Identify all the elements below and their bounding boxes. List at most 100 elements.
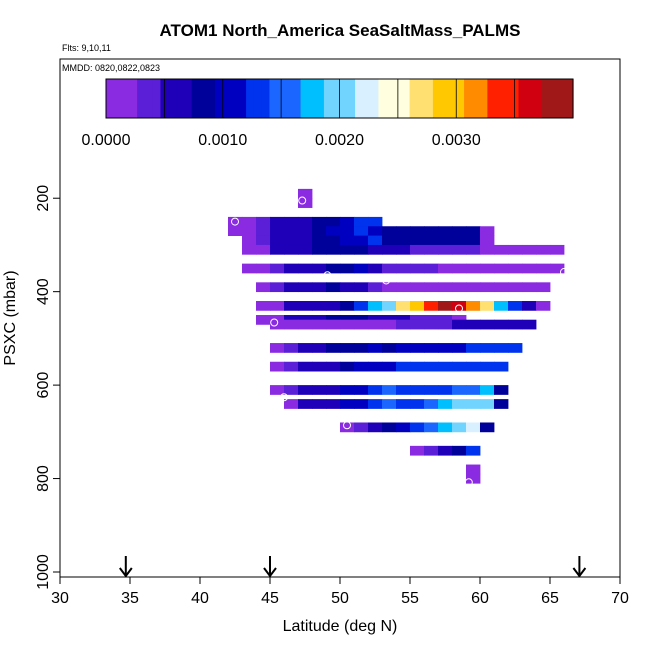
heatmap-cell (424, 399, 439, 409)
heatmap-cell (256, 282, 271, 293)
heatmap-cell (340, 282, 355, 293)
heatmap-cell (466, 244, 481, 255)
heatmap-cell (438, 319, 453, 330)
heatmap-cell (326, 216, 341, 227)
heatmap-cell (298, 385, 313, 395)
colorbar-swatch (207, 79, 216, 118)
x-tick-label: 30 (51, 590, 69, 607)
heatmap-cell (424, 263, 439, 274)
heatmap-cell (410, 319, 425, 330)
heatmap-cell (382, 422, 397, 433)
heatmap-cell (284, 216, 299, 227)
heatmap-cell (424, 282, 439, 293)
heatmap-cell (410, 445, 425, 456)
heatmap-cell (284, 361, 299, 372)
heatmap-cell (452, 235, 467, 246)
heatmap-cell (438, 399, 453, 409)
heatmap-cell (522, 319, 537, 330)
heatmap-cell (284, 263, 299, 274)
colorbar-swatch (152, 79, 162, 118)
colorbar-swatch (214, 79, 224, 118)
heatmap-cell (424, 235, 439, 246)
heatmap-cell (340, 343, 355, 353)
heatmap-cell (494, 301, 509, 311)
heatmap-cell (452, 301, 467, 311)
heatmap-cell (312, 301, 327, 311)
heatmap-cell (312, 263, 327, 274)
colorbar-tick-labels: 0.0000 0.0010 0.0020 0.0030 (82, 132, 481, 149)
heatmap-cell (536, 282, 551, 293)
heatmap-cell (312, 399, 327, 409)
flight-arrow-icon (263, 556, 277, 578)
heatmap-cell (480, 361, 495, 372)
heatmap-cell (298, 361, 313, 372)
heatmap-cell (340, 422, 355, 433)
colorbar-swatch (541, 79, 551, 118)
colorbar (105, 78, 574, 119)
heatmap-cell (494, 263, 509, 274)
heatmap-cell (396, 263, 411, 274)
heatmap-cell (410, 422, 425, 433)
heatmap-cell (396, 226, 411, 236)
heatmap-cell (396, 361, 411, 372)
heatmap-cell (242, 226, 257, 236)
heatmap-cell (326, 301, 341, 311)
heatmap-cell (536, 301, 551, 311)
colorbar-swatch (432, 79, 442, 118)
heatmap-cell (508, 343, 523, 353)
heatmap-cell (368, 399, 383, 409)
heatmap-cell (326, 385, 341, 395)
heatmap-cell (508, 282, 523, 293)
sample-point (382, 276, 391, 285)
y-tick-label: 600 (35, 372, 52, 399)
heatmap-cell (326, 282, 341, 293)
heatmap-cell (312, 216, 327, 227)
sample-point (464, 478, 473, 487)
heatmap-cell (480, 422, 495, 433)
heatmap-cell (452, 244, 467, 255)
heatmap-cell (452, 263, 467, 274)
sample-point (361, 199, 370, 208)
heatmap-cell (536, 263, 551, 274)
heatmap-cell (326, 263, 341, 274)
heatmap-cell (508, 319, 523, 330)
heatmap-cell (410, 301, 425, 311)
colorbar-swatch (378, 79, 387, 118)
colorbar-swatch (176, 79, 185, 118)
sample-point (280, 393, 288, 402)
heatmap-cell (298, 282, 313, 293)
heatmap-cell (270, 216, 285, 227)
heatmap-cell (424, 301, 439, 311)
heatmap-cell (410, 343, 425, 353)
heatmap-cell (228, 226, 243, 236)
heatmap-cell (424, 343, 439, 353)
colorbar-swatch (137, 79, 146, 118)
heatmap-cell (256, 263, 271, 274)
y-tick-label: 400 (35, 278, 52, 305)
colorbar-tick-label: 0.0010 (198, 132, 247, 149)
heatmap-cell (340, 385, 355, 395)
heatmap-cell (298, 188, 313, 199)
heatmap-cell (480, 244, 495, 255)
heatmap-cell (368, 235, 383, 246)
heatmap-cell (480, 399, 495, 409)
heatmap-cell (284, 301, 299, 311)
heatmap-cell (270, 282, 285, 293)
heatmap-cell (368, 343, 383, 353)
heatmap-cell (466, 422, 481, 433)
heatmap-cell (354, 343, 369, 353)
heatmap-cell (424, 385, 439, 395)
heatmap-cell (508, 301, 523, 311)
heatmap-cell (480, 235, 495, 246)
heatmap-cell (270, 385, 285, 395)
heatmap-cell (354, 301, 369, 311)
heatmap-cell (480, 319, 495, 330)
heatmap-cell (508, 244, 523, 255)
sample-point (323, 271, 332, 280)
heatmap-cell (340, 226, 355, 236)
heatmap-cell (550, 263, 565, 274)
heatmap-cell (466, 235, 481, 246)
colorbar-swatch (557, 79, 566, 118)
heatmap-cell (396, 235, 411, 246)
colorbar-swatch (285, 79, 294, 118)
